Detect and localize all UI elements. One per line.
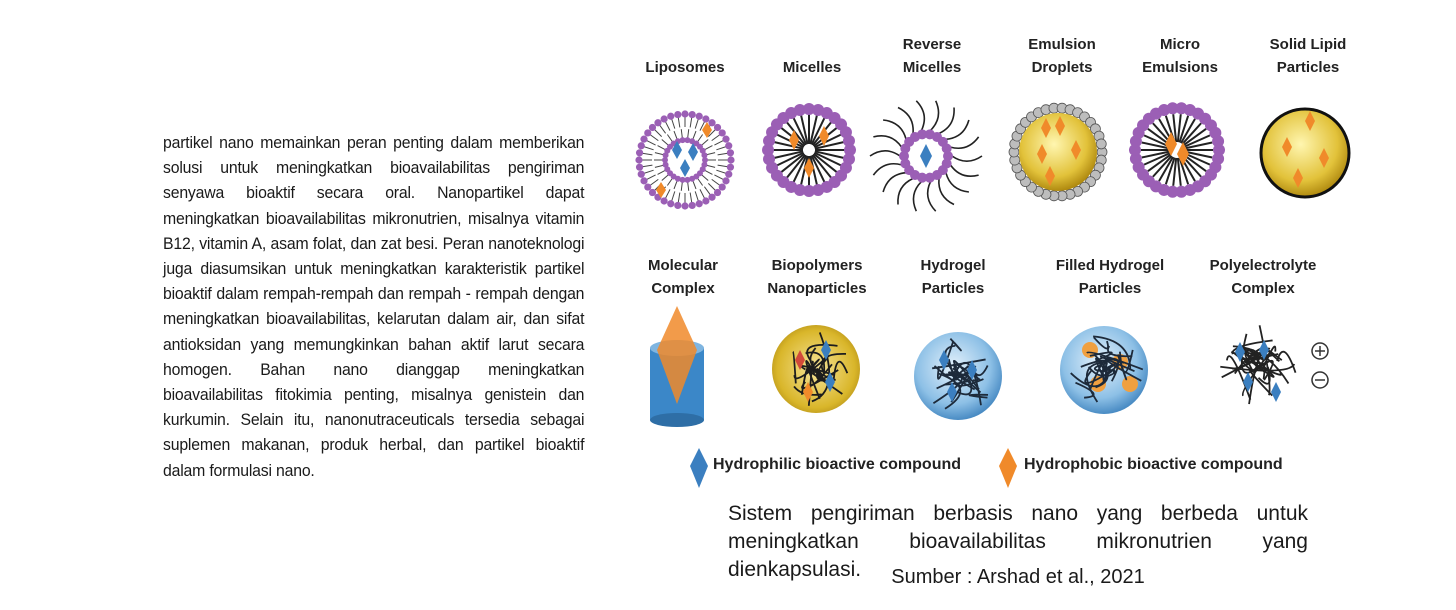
legend-hydrophobic: Hydrophobic bioactive compound [1024,456,1283,473]
nano-delivery-figure [635,100,1351,488]
label-solid-lipid-particles: Solid Lipid Particles [1269,36,1347,76]
label-biopolymers-nanoparticles: Biopolymers Nanoparticles [767,257,867,297]
liposome-particle [635,110,735,210]
label-filled-hydrogel-particles: Filled Hydrogel Particles [1055,257,1165,297]
label-molecular-complex: Molecular Complex [647,257,719,297]
hydrogel-particle [914,332,1002,420]
label-hydrogel-particles: Hydrogel Particles [920,257,986,297]
label-liposomes: Liposomes [645,59,725,76]
filled-hydrogel-particle [1060,326,1148,414]
label-polyelectrolyte-complex: Polyelectrolyte Complex [1209,257,1317,297]
label-micelles: Micelles [782,59,842,76]
label-emulsion-droplets: Emulsion Droplets [1028,36,1096,76]
polyelectrolyte-complex [1220,325,1297,405]
legend-hydrophilic: Hydrophilic bioactive compound [713,456,962,473]
micelle-particle [762,103,856,197]
label-reverse-micelles: Reverse Micelles [902,36,962,76]
micro-emulsion-particle [1129,102,1225,198]
figure-caption: Sistem pengiriman berbasis nano yang ber… [728,502,1308,581]
body-paragraph: partikel nano memainkan peran penting da… [163,133,585,480]
label-micro-emulsions: Micro Emulsions [1142,36,1218,76]
biopolymer-nanoparticle [772,325,860,413]
solid-lipid-particle [1259,107,1351,199]
hydrophilic-legend-icon [690,448,708,488]
charge-icons [1311,342,1329,389]
figure-source: Sumber : Arshad et al., 2021 [891,566,1145,588]
hydrophobic-legend-icon [999,448,1017,488]
reverse-micelle-particle [869,100,983,212]
emulsion-droplet-particle [1008,102,1108,202]
molecular-complex-shape [650,306,704,427]
